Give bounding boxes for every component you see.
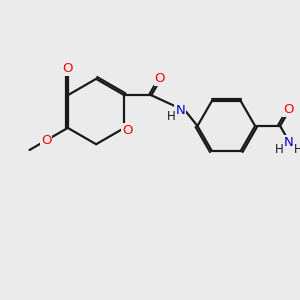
Text: O: O [155,72,165,85]
Text: O: O [63,62,73,75]
Text: O: O [284,103,294,116]
Text: N: N [175,104,185,117]
Text: N: N [284,136,294,149]
Text: H: H [294,143,300,156]
Text: O: O [41,134,51,147]
Text: H: H [275,143,284,156]
Text: O: O [122,124,133,137]
Text: H: H [167,110,176,123]
